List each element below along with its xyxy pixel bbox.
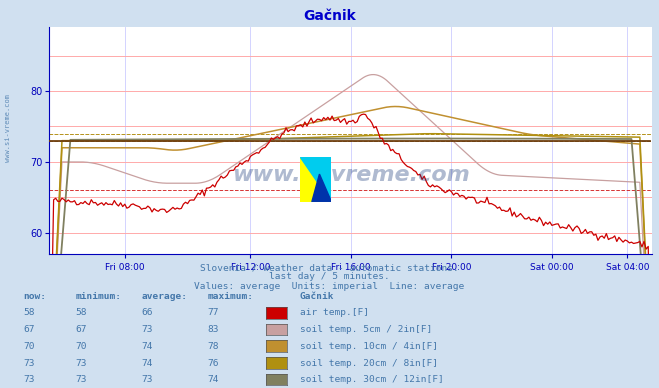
Text: 78: 78 — [208, 342, 219, 351]
Polygon shape — [300, 157, 331, 202]
Text: 73: 73 — [142, 325, 153, 334]
Text: 66: 66 — [142, 308, 153, 317]
Polygon shape — [300, 157, 331, 202]
Text: 73: 73 — [142, 375, 153, 384]
Text: www.si-vreme.com: www.si-vreme.com — [5, 94, 11, 162]
Text: soil temp. 20cm / 8in[F]: soil temp. 20cm / 8in[F] — [300, 359, 438, 367]
Text: Gačnik: Gačnik — [303, 9, 356, 23]
Text: soil temp. 10cm / 4in[F]: soil temp. 10cm / 4in[F] — [300, 342, 438, 351]
Text: 73: 73 — [23, 359, 34, 367]
Text: 76: 76 — [208, 359, 219, 367]
Text: air temp.[F]: air temp.[F] — [300, 308, 369, 317]
Text: 70: 70 — [76, 342, 87, 351]
Text: Gačnik: Gačnik — [300, 292, 334, 301]
Text: maximum:: maximum: — [208, 292, 254, 301]
Text: soil temp. 30cm / 12in[F]: soil temp. 30cm / 12in[F] — [300, 375, 444, 384]
Text: 67: 67 — [76, 325, 87, 334]
Text: 74: 74 — [142, 342, 153, 351]
Text: 77: 77 — [208, 308, 219, 317]
Text: 58: 58 — [23, 308, 34, 317]
Text: last day / 5 minutes.: last day / 5 minutes. — [269, 272, 390, 281]
Text: now:: now: — [23, 292, 46, 301]
Text: 74: 74 — [142, 359, 153, 367]
Text: minimum:: minimum: — [76, 292, 122, 301]
Text: 73: 73 — [23, 375, 34, 384]
Text: 67: 67 — [23, 325, 34, 334]
Text: average:: average: — [142, 292, 188, 301]
Polygon shape — [312, 174, 331, 202]
Text: Slovenia / weather data - automatic stations.: Slovenia / weather data - automatic stat… — [200, 263, 459, 272]
Text: 58: 58 — [76, 308, 87, 317]
Text: 83: 83 — [208, 325, 219, 334]
Text: soil temp. 5cm / 2in[F]: soil temp. 5cm / 2in[F] — [300, 325, 432, 334]
Text: 73: 73 — [76, 359, 87, 367]
Text: 70: 70 — [23, 342, 34, 351]
Text: 73: 73 — [76, 375, 87, 384]
Text: Values: average  Units: imperial  Line: average: Values: average Units: imperial Line: av… — [194, 282, 465, 291]
Text: www.si-vreme.com: www.si-vreme.com — [232, 165, 470, 185]
Text: 74: 74 — [208, 375, 219, 384]
